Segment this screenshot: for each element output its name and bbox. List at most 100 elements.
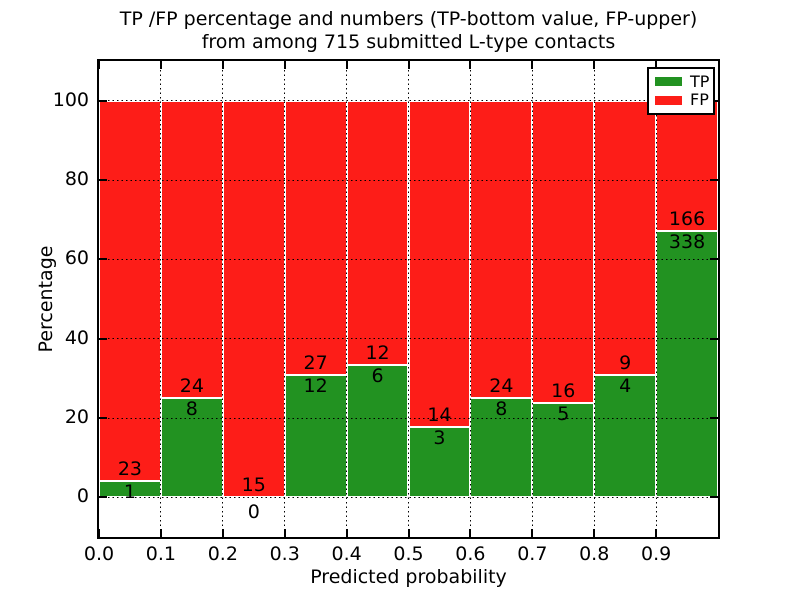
legend-item-tp: TP (655, 71, 710, 91)
bar-fp-segment (284, 100, 347, 376)
v-gridline (346, 61, 348, 537)
v-gridline (593, 61, 595, 537)
y-tick-mark-right (710, 258, 718, 261)
tp-count-label: 338 (668, 231, 706, 254)
x-tick-mark-top (593, 61, 596, 69)
y-tick-label: 80 (64, 168, 89, 190)
h-gridline (99, 179, 718, 181)
x-tick-mark-top (221, 61, 224, 69)
legend-swatch-fp (655, 95, 682, 105)
bar-tp-segment (594, 375, 657, 498)
legend-label-fp: FP (690, 90, 709, 110)
tp-count-label: 5 (557, 402, 570, 425)
x-tick-mark (345, 529, 348, 537)
x-tick-label: 0.4 (331, 543, 362, 565)
y-tick-label: 0 (76, 485, 89, 508)
fp-count-label: 27 (303, 352, 328, 375)
h-gridline (99, 258, 718, 260)
h-gridline (99, 417, 718, 419)
x-tick-label: 0.2 (207, 543, 238, 565)
y-tick-label: 60 (64, 247, 89, 270)
tp-count-label: 8 (185, 398, 198, 421)
bar-fp-segment (532, 100, 595, 403)
tp-count-label: 0 (247, 501, 260, 524)
y-tick-mark (99, 337, 107, 340)
y-tick-mark-right (710, 179, 718, 181)
x-tick-mark (531, 529, 534, 537)
v-gridline (284, 61, 286, 537)
x-tick-label: 0.6 (455, 543, 486, 565)
fp-count-label: 15 (241, 474, 266, 497)
x-tick-label: 0.7 (517, 543, 548, 565)
x-tick-label: 0.5 (393, 543, 424, 565)
y-tick-mark (99, 99, 107, 102)
x-tick-mark-top (283, 61, 286, 69)
y-tick-mark-right (710, 417, 718, 419)
v-gridline (160, 61, 162, 537)
legend-swatch-tp (655, 77, 682, 87)
bar-fp-segment (160, 100, 223, 399)
plot-area: 23 1 24 8 15 0 27 12 12 6 14 3 24 8 16 5 9 4 166 338 (97, 59, 720, 539)
tp-count-label: 3 (433, 427, 446, 450)
v-gridline (222, 61, 224, 537)
h-gridline (99, 496, 718, 498)
x-tick-label: 0.3 (269, 543, 300, 565)
v-gridline (531, 61, 533, 537)
legend-item-fp: FP (655, 90, 709, 110)
y-tick-mark (99, 417, 107, 419)
y-tick-label: 100 (52, 88, 89, 111)
bar-fp-segment (408, 100, 471, 428)
fp-count-label: 23 (117, 457, 143, 480)
x-tick-mark-top (98, 61, 100, 69)
fp-count-label: 14 (427, 404, 452, 427)
fp-count-label: 24 (489, 375, 514, 398)
tp-count-label: 8 (495, 398, 508, 421)
bar-fp-segment (594, 100, 657, 376)
fp-count-label: 24 (179, 375, 204, 398)
x-tick-mark-top (469, 61, 472, 69)
h-gridline (99, 338, 718, 340)
v-gridline (408, 61, 409, 537)
x-tick-mark (655, 529, 658, 537)
x-tick-mark (98, 529, 100, 537)
bar-tp-segment (160, 398, 223, 498)
y-tick-mark (99, 496, 107, 499)
bar-fp-segment (470, 100, 533, 399)
x-tick-mark-top (407, 61, 410, 69)
bar-fp-segment (222, 100, 285, 498)
legend-box: TP FP (647, 67, 715, 115)
x-tick-mark (159, 529, 162, 537)
y-tick-mark-right (710, 496, 718, 499)
y-tick-mark-right (710, 337, 718, 340)
x-axis-label: Predicted probability (310, 566, 507, 588)
x-tick-mark (593, 529, 596, 537)
x-tick-mark (469, 529, 472, 537)
fp-count-label: 9 (619, 352, 632, 375)
bar-tp-segment (656, 231, 718, 498)
fp-count-label: 166 (668, 208, 706, 231)
x-tick-mark-top (655, 61, 658, 69)
y-tick-label: 20 (64, 406, 89, 428)
x-tick-mark-top (531, 61, 534, 69)
chart-title: TP /FP percentage and numbers (TP-bottom… (119, 8, 698, 54)
y-tick-mark (99, 179, 107, 181)
tp-count-label: 1 (123, 480, 136, 503)
x-tick-mark-top (159, 61, 162, 69)
x-tick-label: 0.1 (145, 543, 176, 565)
tp-count-label: 6 (371, 365, 384, 388)
x-tick-mark-top (345, 61, 348, 69)
bar-tp-segment (284, 375, 347, 498)
x-tick-mark (221, 529, 224, 537)
v-gridline (469, 61, 471, 537)
x-tick-label: 0.0 (83, 543, 115, 565)
tp-count-label: 4 (619, 375, 632, 398)
bar-fp-segment (346, 100, 409, 366)
x-tick-label: 0.9 (640, 543, 672, 565)
x-tick-mark (407, 529, 410, 537)
legend-label-tp: TP (690, 71, 710, 91)
y-tick-label: 40 (64, 326, 89, 349)
bar-tp-segment (346, 365, 409, 498)
v-gridline (655, 61, 657, 537)
fp-count-label: 12 (365, 342, 390, 365)
fp-count-label: 16 (551, 379, 576, 402)
